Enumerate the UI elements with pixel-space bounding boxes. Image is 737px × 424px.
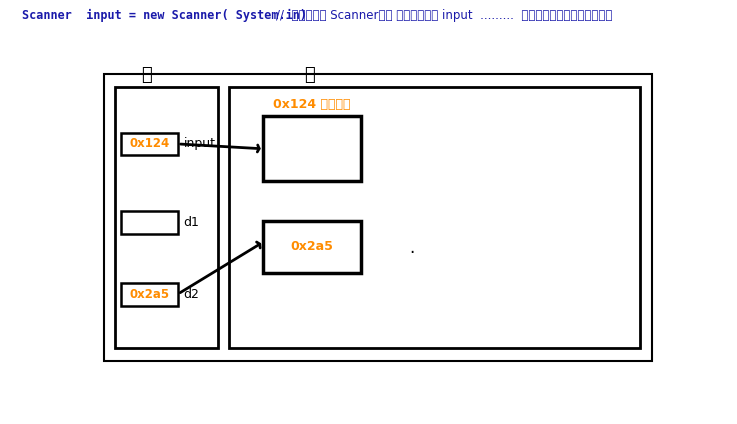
FancyBboxPatch shape [229,87,640,348]
Text: 堆: 堆 [304,67,315,84]
Text: //  创建了一个 Scanner类型 的变量，名为 input  .........  栈中存储的是堆中的内存地址: // 创建了一个 Scanner类型 的变量，名为 input ........… [276,9,612,22]
Text: 0x2a5: 0x2a5 [129,287,170,301]
FancyBboxPatch shape [121,211,178,234]
Text: ·: · [409,244,415,262]
Text: 0x124: 0x124 [129,137,170,151]
FancyBboxPatch shape [121,132,178,155]
FancyBboxPatch shape [121,283,178,306]
Text: Scanner  input = new Scanner( System.in): Scanner input = new Scanner( System.in) [22,9,321,22]
FancyBboxPatch shape [264,220,360,273]
Text: 0x124 内存地址: 0x124 内存地址 [273,98,351,111]
Text: 0x2a5: 0x2a5 [290,240,333,253]
Text: d2: d2 [184,287,200,301]
Text: input: input [184,137,215,151]
FancyBboxPatch shape [103,74,652,361]
FancyBboxPatch shape [115,87,218,348]
Text: 栈: 栈 [141,67,152,84]
Text: d1: d1 [184,216,200,229]
FancyBboxPatch shape [264,116,360,181]
